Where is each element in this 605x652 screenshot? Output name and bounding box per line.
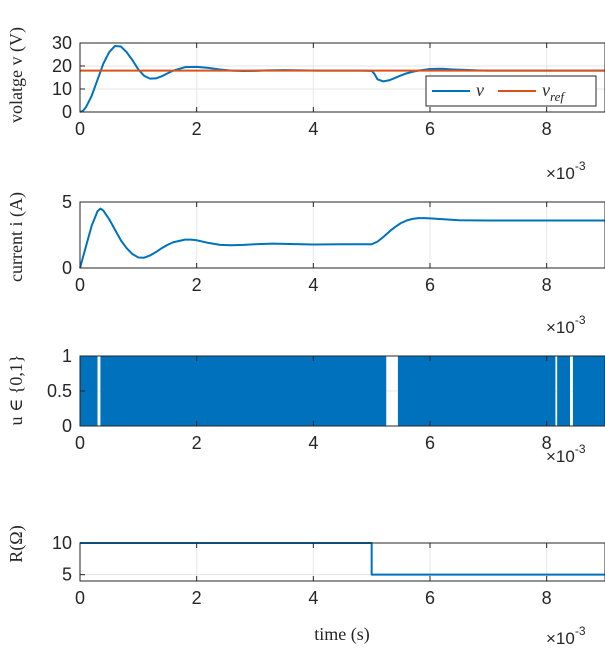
voltage-y-tick-label: 10 — [52, 79, 72, 99]
resistance-x-tick-label: 4 — [308, 588, 318, 608]
voltage-axes-box — [79, 42, 605, 113]
current-x-exponent: ×10-3 — [546, 313, 586, 337]
switching-on-interval — [557, 356, 570, 426]
switching-x-exponent: ×10-3 — [546, 442, 586, 466]
resistance-panel: 0 2 4 6 8 5 10 — [52, 533, 605, 608]
voltage-x-tick-label: 0 — [75, 119, 85, 139]
current-x-tick-label: 8 — [542, 275, 552, 295]
current-y-tick-label: 5 — [62, 192, 72, 212]
resistance-y-tick-label: 5 — [62, 565, 72, 585]
current-y-tick-label: 0 — [62, 258, 72, 278]
resistance-y-tick-label: 10 — [52, 533, 72, 553]
voltage-x-tick-label: 4 — [308, 119, 318, 139]
switching-x-tick-label: 4 — [308, 433, 318, 453]
current-series-line — [79, 207, 605, 269]
switching-x-tick-label: 6 — [425, 433, 435, 453]
voltage-x-tick-label: 8 — [542, 119, 552, 139]
current-x-tick-label: 6 — [425, 275, 435, 295]
resistance-x-tick-label: 6 — [425, 588, 435, 608]
resistance-x-tick-label: 0 — [75, 588, 85, 608]
switching-y-tick-label: 0.5 — [47, 381, 72, 401]
switching-y-label: u ∈ {0,1} — [6, 354, 26, 425]
resistance-x-tick-label: 2 — [192, 588, 202, 608]
legend-label-v: v — [476, 80, 484, 100]
voltage-y-tick-label: 30 — [52, 33, 72, 53]
current-axes-box — [79, 201, 605, 269]
switching-y-tick-label: 0 — [62, 416, 72, 436]
switching-y-tick-label: 1 — [62, 346, 72, 366]
resistance-axes-box — [79, 542, 605, 582]
switching-x-tick-label: 2 — [192, 433, 202, 453]
resistance-x-exponent: ×10-3 — [546, 624, 586, 648]
voltage-y-label: volatge v (V) — [6, 27, 27, 123]
resistance-y-label: R(Ω) — [6, 525, 27, 562]
switching-on-interval — [572, 356, 605, 426]
switching-panel: 0 2 4 6 8 0 0.5 1 — [47, 346, 605, 453]
current-y-label: current i (A) — [6, 192, 27, 282]
switching-on-interval — [397, 356, 556, 426]
voltage-y-tick-label: 20 — [52, 56, 72, 76]
switching-x-tick-label: 0 — [75, 433, 85, 453]
voltage-x-exponent: ×10-3 — [546, 159, 586, 183]
voltage-x-tick-label: 6 — [425, 119, 435, 139]
switching-x-tick-label: 8 — [542, 433, 552, 453]
current-plot-area — [80, 202, 605, 268]
legend-label-vref: vref — [542, 80, 566, 104]
voltage-x-tick-label: 2 — [192, 119, 202, 139]
current-x-tick-label: 0 — [75, 275, 85, 295]
voltage-y-tick-label: 0 — [62, 102, 72, 122]
switching-on-interval — [80, 356, 98, 426]
current-x-tick-label: 2 — [192, 275, 202, 295]
resistance-x-tick-label: 8 — [542, 588, 552, 608]
switching-on-interval — [100, 356, 387, 426]
current-panel: 0 2 4 6 8 0 5 — [62, 192, 605, 295]
resistance-x-label: time (s) — [314, 624, 370, 645]
current-x-tick-label: 4 — [308, 275, 318, 295]
